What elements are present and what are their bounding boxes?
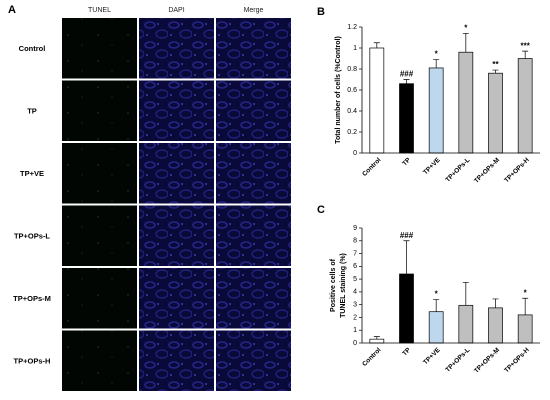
y-tick-label: 3 (353, 302, 357, 309)
y-tick-label: 0.4 (347, 108, 357, 115)
column-header: TUNEL (88, 7, 111, 14)
significance-label: *** (520, 41, 530, 50)
bar (488, 307, 503, 344)
error-bar (492, 69, 499, 74)
significance-label: * (524, 288, 528, 297)
y-axis-label: Positive cells of (330, 258, 337, 312)
micrograph (62, 80, 137, 141)
y-tick-label: 5 (353, 276, 357, 283)
y-axis-label: Total number of cells (%Control) (335, 36, 342, 144)
y-tick-label: 0 (353, 340, 357, 347)
bar (428, 311, 444, 344)
x-tick-label: TP+OPs-M (473, 157, 501, 185)
row-label: TP (27, 107, 37, 116)
x-tick-label: TP (401, 156, 412, 167)
x-tick-label: TP+OPs-H (503, 346, 531, 374)
row-label: TP+OPs-L (14, 232, 50, 241)
y-tick-label: 7 (353, 250, 357, 257)
bar (428, 67, 444, 154)
micrograph-grid: TUNEL DAPI Merge Control TP TP+VE TP+OPs-L TP+O… (13, 7, 291, 391)
bar (517, 314, 533, 344)
micrograph (139, 205, 214, 266)
error-bar (403, 79, 410, 84)
row-label: TP+VE (20, 169, 44, 178)
row-label: TP+OPs-M (13, 294, 51, 303)
micrograph (62, 268, 137, 329)
micrograph (139, 18, 214, 79)
charts: B Total number of cells (%Control) 0 0.2 0.4… (317, 6, 540, 375)
y-tick-label: 0.8 (347, 66, 357, 73)
significance-label: ### (400, 231, 414, 240)
y-tick-label: 1 (353, 45, 357, 52)
significance-label: ### (400, 70, 414, 79)
x-tick-label: TP+OPs-H (503, 156, 531, 184)
x-tick-label: TP+OPs-M (473, 347, 501, 375)
micrograph (216, 80, 291, 141)
panel-letter: A (8, 4, 16, 16)
error-bar (403, 240, 410, 274)
y-tick-label: 6 (353, 263, 357, 270)
micrograph (216, 18, 291, 79)
x-tick-label: TP (401, 346, 412, 357)
micrograph (62, 18, 137, 79)
y-tick-label: 0.2 (347, 129, 357, 136)
error-bar (522, 297, 529, 315)
y-tick-label: 9 (353, 225, 357, 232)
bar (488, 72, 503, 154)
row-label: TP+OPs-H (14, 357, 51, 366)
y-tick-label: 1.2 (347, 24, 357, 31)
x-tick-label: Control (361, 157, 382, 178)
micrograph (62, 143, 137, 204)
bar (517, 58, 533, 154)
panel-letter: B (317, 6, 325, 18)
error-bar (373, 336, 380, 340)
micrograph (216, 143, 291, 204)
bar (369, 47, 385, 154)
micrograph (139, 80, 214, 141)
x-tick-label: TP+OPs-L (444, 347, 471, 374)
micrograph (216, 330, 291, 391)
y-tick-label: 1 (353, 327, 357, 334)
error-bar (462, 281, 469, 306)
error-bar (522, 50, 529, 59)
micrograph (62, 205, 137, 266)
column-header: DAPI (168, 7, 184, 14)
bar (399, 273, 414, 344)
significance-label: * (464, 23, 468, 32)
panel-letter: C (317, 204, 325, 216)
error-bar (462, 32, 469, 53)
y-tick-label: 4 (353, 289, 357, 296)
error-bar (433, 59, 440, 68)
y-tick-label: 8 (353, 238, 357, 245)
bar (458, 51, 474, 154)
significance-label: * (435, 50, 439, 59)
error-bar (492, 298, 499, 308)
micrograph (216, 268, 291, 329)
bar (369, 338, 385, 344)
micrograph (62, 330, 137, 391)
column-header: Merge (244, 7, 264, 14)
x-tick-label: TP+VE (422, 346, 442, 366)
bar (458, 304, 474, 344)
micrograph (216, 205, 291, 266)
significance-label: ** (492, 60, 499, 69)
micrograph (139, 330, 214, 391)
significance-label: * (435, 290, 439, 299)
x-tick-label: TP+VE (422, 156, 442, 176)
x-tick-label: Control (361, 347, 382, 368)
y-tick-label: 2 (353, 314, 357, 321)
micrograph (139, 268, 214, 329)
y-axis-label: TUNEL staining (%) (340, 253, 347, 318)
error-bar (373, 42, 380, 48)
x-tick-label: TP+OPs-L (444, 157, 471, 184)
row-label: Control (19, 44, 46, 53)
y-tick-label: 0.6 (347, 87, 357, 94)
bar (399, 83, 414, 154)
micrograph (139, 143, 214, 204)
y-tick-label: 0 (353, 150, 357, 157)
error-bar (433, 299, 440, 312)
